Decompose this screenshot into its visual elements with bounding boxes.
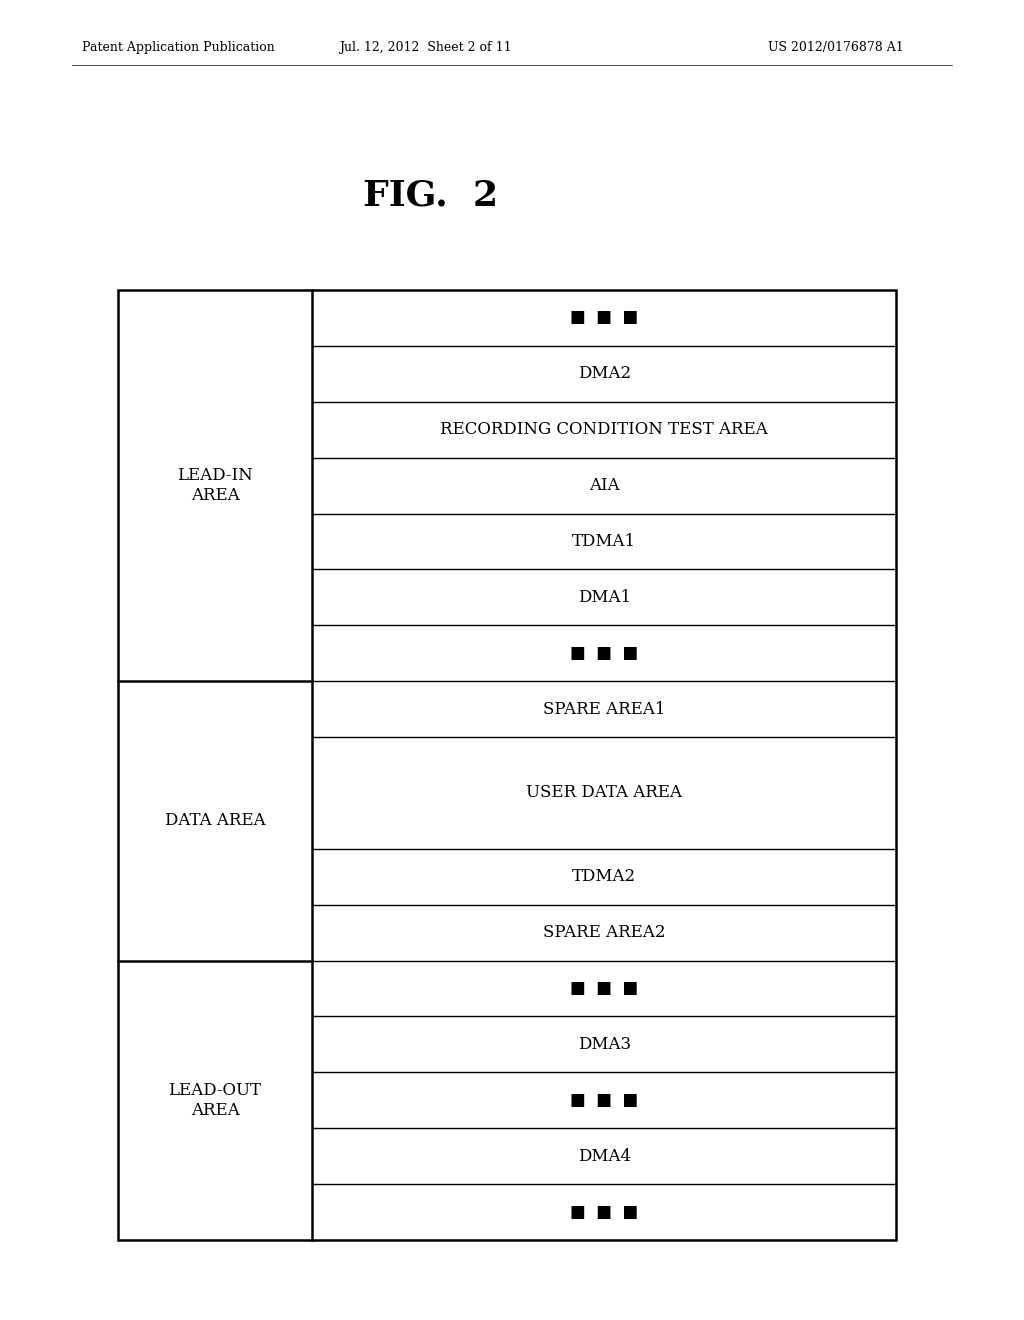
Text: DMA1: DMA1 [578, 589, 631, 606]
Text: RECORDING CONDITION TEST AREA: RECORDING CONDITION TEST AREA [440, 421, 768, 438]
Text: LEAD-IN
AREA: LEAD-IN AREA [177, 467, 253, 504]
Text: DMA2: DMA2 [578, 366, 631, 383]
Text: USER DATA AREA: USER DATA AREA [526, 784, 682, 801]
Text: LEAD-OUT
AREA: LEAD-OUT AREA [169, 1082, 261, 1118]
Text: SPARE AREA1: SPARE AREA1 [543, 701, 666, 718]
Text: SPARE AREA2: SPARE AREA2 [543, 924, 666, 941]
Text: TDMA2: TDMA2 [572, 869, 636, 886]
Text: ■  ■  ■: ■ ■ ■ [570, 309, 638, 326]
Bar [118, 290, 896, 1239]
Text: DMA4: DMA4 [578, 1147, 631, 1164]
Text: US 2012/0176878 A1: US 2012/0176878 A1 [768, 41, 904, 54]
Text: AIA: AIA [589, 477, 620, 494]
Text: ■  ■  ■: ■ ■ ■ [570, 1204, 638, 1221]
Text: TDMA1: TDMA1 [572, 533, 636, 550]
Text: DATA AREA: DATA AREA [165, 812, 265, 829]
Text: FIG.  2: FIG. 2 [362, 178, 498, 213]
Text: Jul. 12, 2012  Sheet 2 of 11: Jul. 12, 2012 Sheet 2 of 11 [339, 41, 511, 54]
Text: ■  ■  ■: ■ ■ ■ [570, 644, 638, 661]
Text: ■  ■  ■: ■ ■ ■ [570, 979, 638, 997]
Text: DMA3: DMA3 [578, 1036, 631, 1053]
Text: Patent Application Publication: Patent Application Publication [82, 41, 274, 54]
Text: ■  ■  ■: ■ ■ ■ [570, 1092, 638, 1109]
